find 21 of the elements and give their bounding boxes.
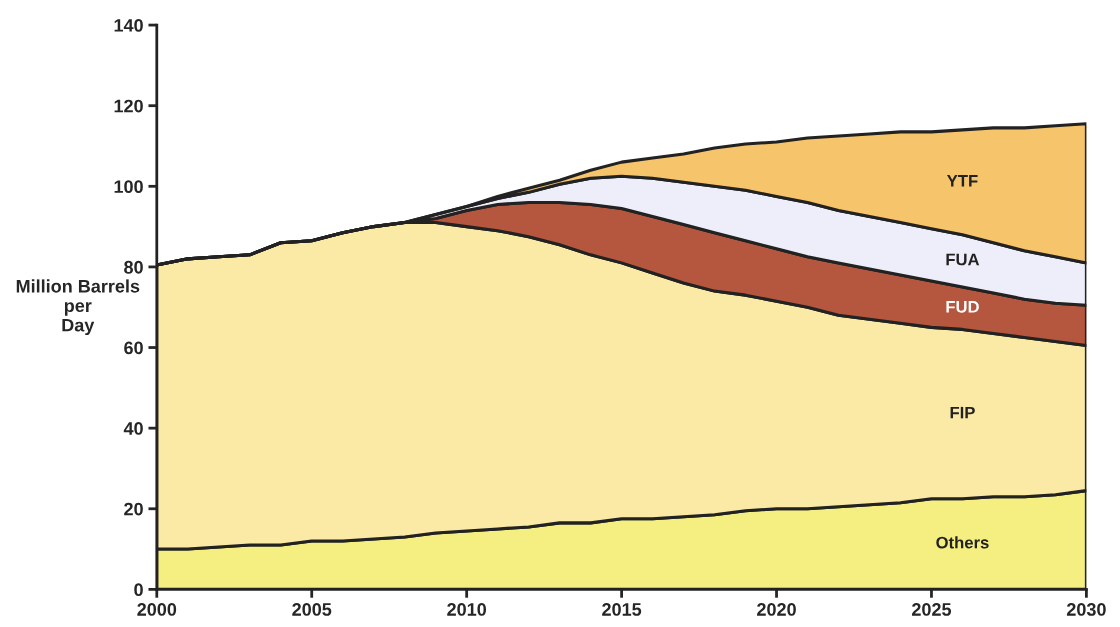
y-tick-label: 60 <box>124 341 143 355</box>
series-label: FIP <box>950 406 975 419</box>
series-label: Others <box>936 536 989 549</box>
x-tick-label: 2010 <box>447 603 487 616</box>
x-tick-label: 2030 <box>1066 603 1106 616</box>
y-axis-title: Million Barrels per Day <box>16 279 140 336</box>
y-tick-label: 20 <box>124 502 143 516</box>
y-tick-label: 140 <box>114 19 143 32</box>
y-tick-label: 40 <box>123 422 143 435</box>
y-tick-label: 80 <box>124 260 143 274</box>
series-label: YTF <box>947 175 978 187</box>
series-label: FUD <box>946 301 979 313</box>
x-tick-label: 2020 <box>757 603 796 616</box>
series-label: FUA <box>946 253 980 266</box>
x-tick-label: 2025 <box>912 603 952 616</box>
y-tick-label: 100 <box>114 180 143 194</box>
y-tick-label: 120 <box>114 99 143 113</box>
y-tick-label: 0 <box>134 583 143 597</box>
x-tick-label: 2005 <box>292 603 332 616</box>
x-tick-label: 2015 <box>602 603 642 616</box>
x-tick-label: 2000 <box>137 603 177 616</box>
